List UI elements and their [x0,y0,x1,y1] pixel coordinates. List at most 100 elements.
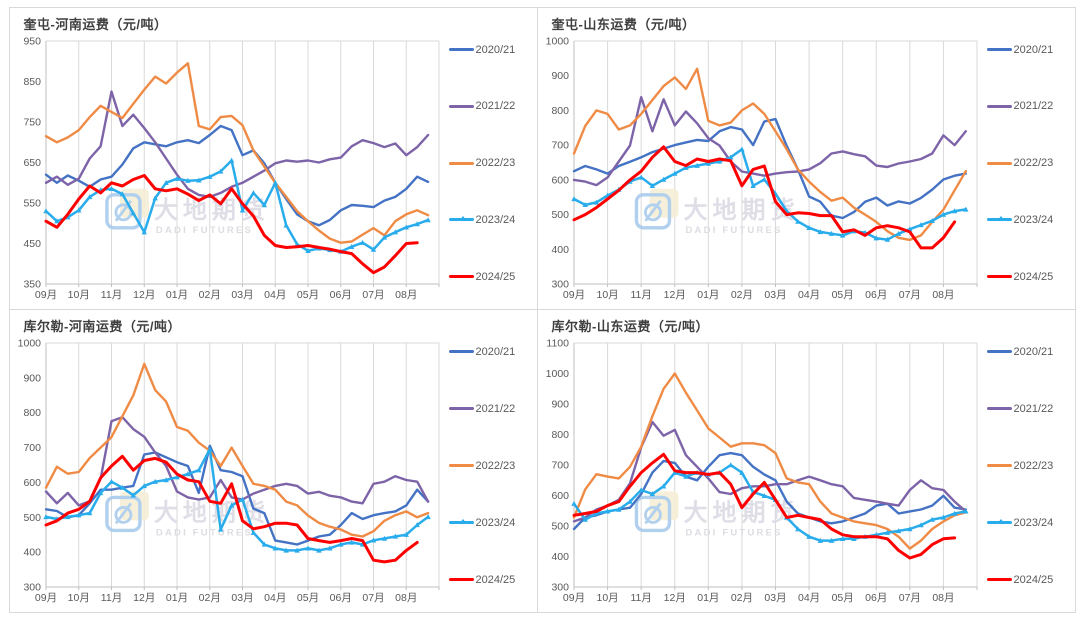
legend-label: 2022/23 [475,459,516,472]
chart-panel-kuitun-henan: 奎屯-河南运费（元/吨） 350 450 550 650 750 850 950 09月 10月… [8,6,538,310]
series-line-2020-21 [572,117,967,219]
chart-title: 奎屯-河南运费（元/吨） [23,16,168,32]
legend-item: 2020/21 [448,345,535,358]
x-axis-tick-label: 07月 [362,289,384,301]
x-axis-tick-label: 01月 [697,289,719,301]
y-axis-tick-label: 450 [23,238,41,250]
x-axis-tick-label: 09月 [34,592,56,604]
x-axis-tick-label: 05月 [831,592,853,604]
legend-label: 2023/24 [475,213,516,226]
y-axis-tick-label: 1000 [17,337,41,349]
y-axis-tick-label: 650 [23,157,41,169]
legend-label: 2020/21 [1013,43,1054,56]
x-axis-tick-label: 08月 [395,289,417,301]
chart-legend: 2020/21 2021/22 2022/23 2023/24 2024/25 [448,44,535,283]
legend-item: 2021/22 [448,403,535,415]
series-line-2020-21 [572,451,967,530]
line-chart-canvas: 300 400 500 600 700 800 900 1000 09月 10月 11月 12月 01月… [545,35,977,301]
y-axis-tick-label: 300 [551,581,569,593]
y-axis-tick-label: 600 [551,174,569,186]
x-axis-tick-label: 08月 [932,289,954,301]
chart-panel-korla-henan: 库尔勒-河南运费（元/吨） 300 400 500 600 700 800 900 1000 0… [8,308,538,613]
x-axis-tick-label: 08月 [932,592,954,604]
x-axis-tick-label: 03月 [764,592,786,604]
watermark-cn-text: 大地期货 [153,195,269,223]
legend-item: 2021/22 [986,100,1073,112]
legend-label: 2022/23 [1013,459,1054,472]
chart-title: 奎屯-山东运费（元/吨） [551,16,696,32]
legend-swatch [448,464,474,467]
y-axis-tick-label: 600 [551,490,569,502]
x-axis-tick-label: 02月 [198,289,220,301]
chart-legend: 2020/21 2021/22 2022/23 2023/24 2024/25 [448,345,535,586]
x-axis-tick-label: 03月 [764,289,786,301]
x-axis-tick-label: 03月 [231,592,253,604]
y-axis-tick-label: 1100 [546,337,569,349]
y-axis-tick-label: 300 [23,581,41,593]
y-axis-tick-label: 1000 [545,368,569,380]
x-axis-tick-label: 06月 [329,289,351,301]
legend-item: 2021/22 [986,402,1073,415]
legend-swatch [448,216,474,222]
legend-swatch [986,407,1012,410]
y-axis-tick-label: 700 [551,459,569,471]
x-axis-tick-label: 06月 [865,592,887,604]
x-axis-tick-label: 11月 [100,592,121,604]
legend-label: 2021/22 [1013,402,1054,415]
series-line-2022-23 [44,61,429,244]
chart-legend: 2020/21 2021/22 2022/23 2023/24 2024/25 [986,43,1073,283]
legend-swatch [448,407,474,410]
legend-swatch [986,104,1012,108]
watermark-en-text: DADI FUTURES [155,224,252,235]
y-axis-tick-label: 700 [551,139,569,151]
legend-item: 2023/24 [448,213,535,226]
legend-item: 2024/25 [448,573,535,586]
x-axis-tick-label: 08月 [395,592,417,604]
series-line-2022-23 [572,67,967,241]
y-axis-tick-label: 300 [551,278,569,290]
x-axis-tick-label: 06月 [329,592,351,604]
y-axis-tick-label: 1000 [545,35,569,47]
chart-title: 库尔勒-山东运费（元/吨） [551,318,709,334]
legend-item: 2021/22 [448,100,535,112]
legend-label: 2022/23 [1013,157,1054,169]
legend-label: 2024/25 [475,270,516,283]
x-axis-tick-label: 05月 [296,592,318,604]
legend-label: 2024/25 [1013,270,1054,283]
x-axis-tick-label: 05月 [831,289,853,301]
series-line-2021-22 [572,420,967,523]
x-axis-tick-label: 12月 [663,289,685,301]
legend-swatch [986,216,1012,222]
line-chart-canvas: 300 400 500 600 700 800 900 1000 09月 10月 11月 12月 01月… [17,337,439,604]
x-axis-tick-label: 12月 [133,289,155,301]
legend-swatch [986,161,1012,165]
x-axis-tick-label: 10月 [67,289,89,301]
legend-swatch [448,578,474,581]
legend-item: 2023/24 [986,213,1073,226]
x-axis-tick-label: 07月 [898,289,920,301]
x-axis-tick-label: 12月 [663,592,685,604]
x-axis-tick-label: 11月 [630,592,651,604]
legend-label: 2024/25 [1013,573,1054,586]
y-axis-tick-label: 500 [23,511,41,523]
legend-swatch [986,275,1012,278]
chart-legend: 2020/21 2021/22 2022/23 2023/24 2024/25 [986,346,1073,586]
series-line-2021-22 [44,415,429,507]
legend-swatch [986,464,1012,467]
x-axis-tick-label: 02月 [730,592,752,604]
x-axis-tick-label: 03月 [231,289,253,301]
x-axis-tick-label: 10月 [67,592,89,604]
legend-label: 2023/24 [475,516,516,529]
legend-label: 2020/21 [475,345,516,358]
legend-item: 2024/25 [986,270,1073,283]
series-markers-2023-24 [42,446,431,553]
legend-item: 2020/21 [986,43,1073,56]
legend-item: 2022/23 [448,459,535,472]
legend-item: 2023/24 [986,517,1073,529]
legend-item: 2020/21 [986,346,1073,358]
legend-marker-icon [996,519,1005,524]
legend-label: 2023/24 [1013,213,1054,226]
y-axis-tick-label: 800 [551,104,569,116]
legend-label: 2024/25 [475,573,516,586]
